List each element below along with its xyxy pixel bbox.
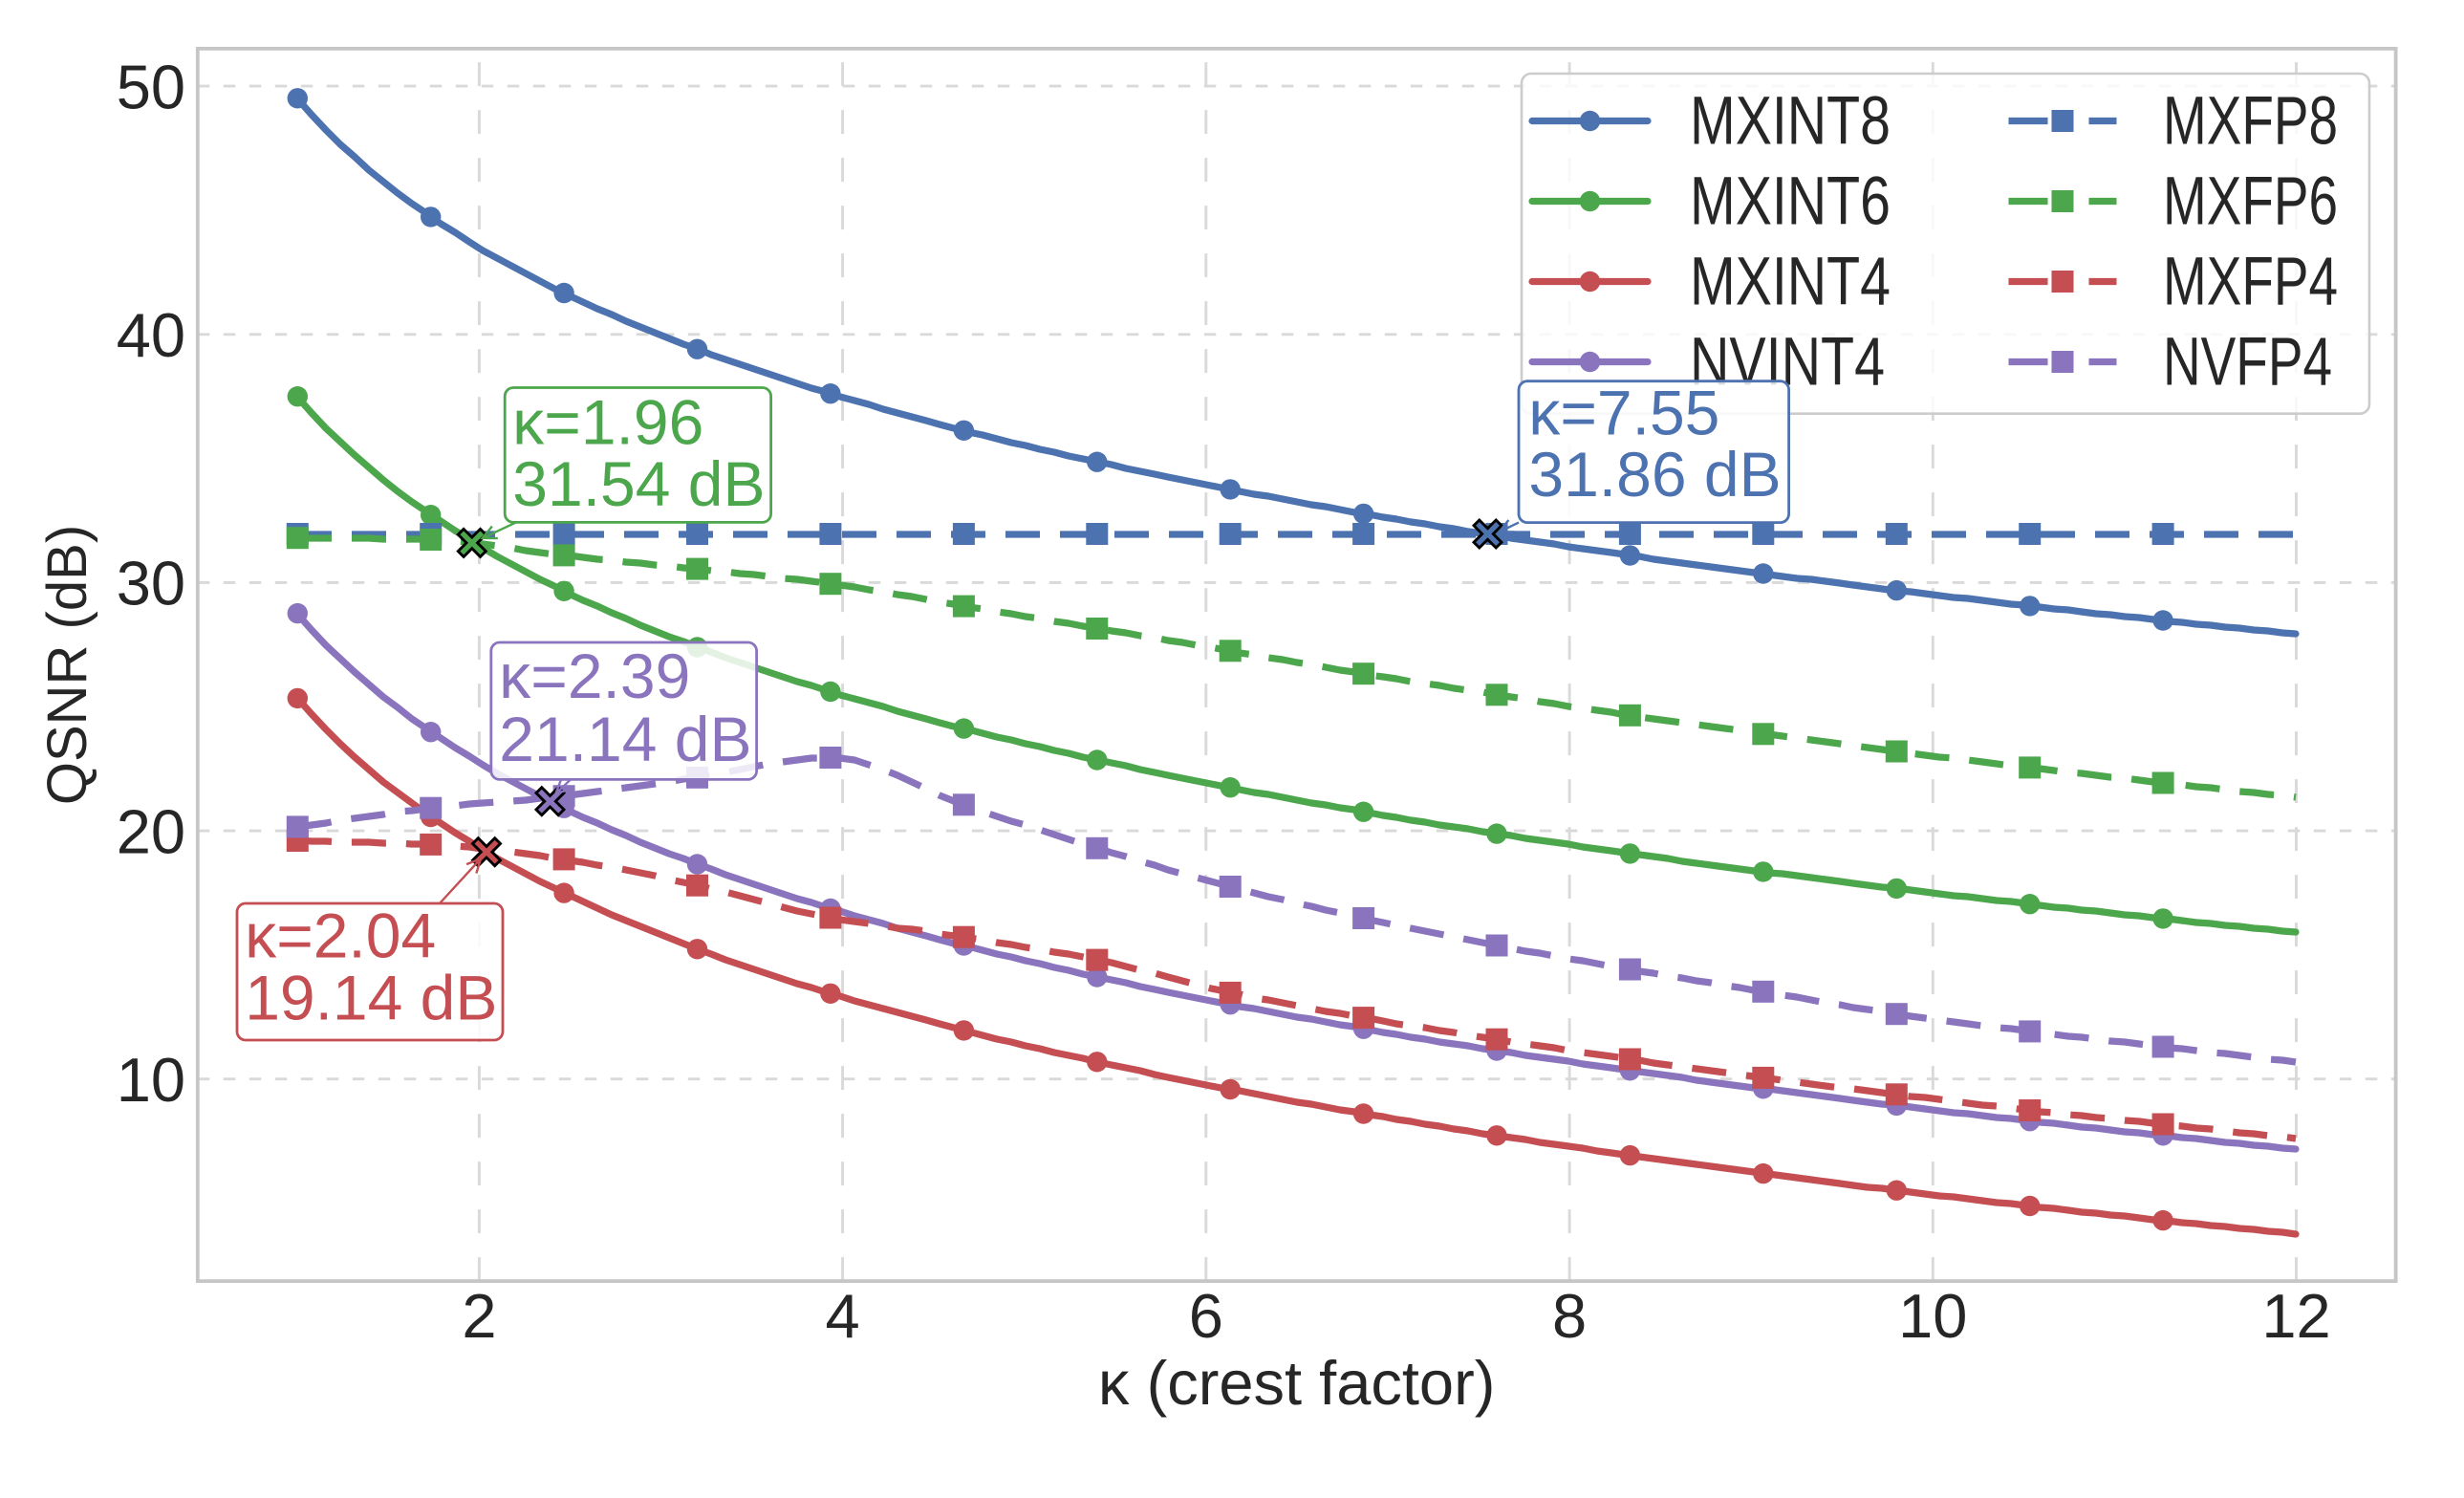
svg-text:NVFP4: NVFP4 bbox=[2163, 325, 2332, 401]
svg-text:MXINT4: MXINT4 bbox=[1690, 245, 1891, 320]
svg-text:40: 40 bbox=[117, 300, 185, 370]
svg-text:κ=1.96: κ=1.96 bbox=[512, 387, 703, 458]
svg-text:κ=2.04: κ=2.04 bbox=[245, 901, 436, 971]
svg-text:30: 30 bbox=[117, 549, 185, 619]
svg-text:19.14 dB: 19.14 dB bbox=[245, 963, 497, 1033]
svg-text:QSNR (dB): QSNR (dB) bbox=[36, 525, 98, 805]
svg-text:31.54 dB: 31.54 dB bbox=[512, 448, 765, 519]
svg-text:MXFP4: MXFP4 bbox=[2163, 245, 2338, 320]
svg-text:MXFP6: MXFP6 bbox=[2163, 164, 2338, 240]
svg-text:κ=7.55: κ=7.55 bbox=[1528, 378, 1719, 448]
svg-text:κ (crest factor): κ (crest factor) bbox=[1098, 1348, 1495, 1418]
svg-text:21.14 dB: 21.14 dB bbox=[499, 704, 751, 774]
svg-text:8: 8 bbox=[1552, 1281, 1587, 1351]
svg-text:10: 10 bbox=[1898, 1281, 1967, 1351]
svg-text:4: 4 bbox=[826, 1281, 860, 1351]
svg-text:50: 50 bbox=[117, 52, 185, 121]
svg-text:κ=2.39: κ=2.39 bbox=[499, 640, 690, 711]
svg-text:MXINT6: MXINT6 bbox=[1690, 164, 1891, 240]
svg-text:6: 6 bbox=[1189, 1281, 1223, 1351]
svg-text:12: 12 bbox=[2261, 1281, 2330, 1351]
svg-text:2: 2 bbox=[462, 1281, 496, 1351]
svg-text:MXINT8: MXINT8 bbox=[1690, 84, 1891, 160]
svg-text:10: 10 bbox=[117, 1045, 185, 1115]
svg-text:MXFP8: MXFP8 bbox=[2163, 84, 2338, 160]
svg-text:31.86 dB: 31.86 dB bbox=[1528, 439, 1781, 510]
svg-text:20: 20 bbox=[117, 796, 185, 866]
